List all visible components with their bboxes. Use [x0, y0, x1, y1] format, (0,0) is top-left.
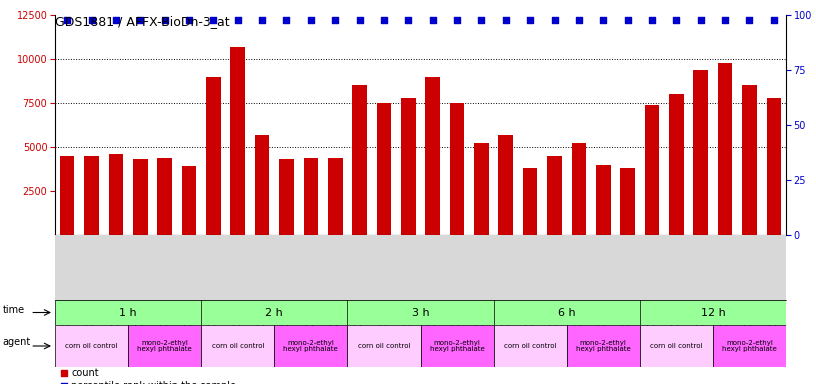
Bar	[202, 325, 274, 367]
Text: corn oil control: corn oil control	[504, 343, 557, 349]
Text: 3 h: 3 h	[412, 308, 429, 318]
Bar	[157, 157, 172, 235]
Text: mono-2-ethyl
hexyl phthalate: mono-2-ethyl hexyl phthalate	[722, 339, 777, 353]
Point	[719, 17, 732, 23]
Point	[694, 17, 707, 23]
Bar	[669, 94, 684, 235]
Point	[645, 17, 659, 23]
Bar	[328, 157, 343, 235]
Bar	[274, 325, 348, 367]
Point	[60, 17, 73, 23]
Bar	[766, 98, 781, 235]
Point	[494, 212, 507, 218]
Text: corn oil control: corn oil control	[65, 343, 118, 349]
Point	[280, 17, 293, 23]
Bar	[304, 157, 318, 235]
Point	[134, 17, 147, 23]
Bar	[128, 325, 202, 367]
Bar	[182, 166, 197, 235]
Point	[572, 17, 585, 23]
Point	[524, 17, 537, 23]
Point	[109, 17, 122, 23]
Text: 6 h: 6 h	[558, 308, 575, 318]
Bar	[548, 156, 562, 235]
Bar	[499, 135, 513, 235]
Bar	[84, 156, 99, 235]
Bar	[425, 76, 440, 235]
Bar	[596, 165, 610, 235]
Bar	[645, 105, 659, 235]
Text: GDS1881 / AFFX-BioDn-3_at: GDS1881 / AFFX-BioDn-3_at	[55, 15, 229, 28]
Text: corn oil control: corn oil control	[650, 343, 703, 349]
Point	[475, 17, 488, 23]
Text: corn oil control: corn oil control	[357, 343, 410, 349]
Point	[304, 17, 317, 23]
Point	[596, 17, 610, 23]
Point	[499, 17, 512, 23]
Text: mono-2-ethyl
hexyl phthalate: mono-2-ethyl hexyl phthalate	[137, 339, 192, 353]
Bar	[133, 159, 148, 235]
Bar	[640, 325, 713, 367]
Text: 12 h: 12 h	[700, 308, 725, 318]
Point	[621, 17, 634, 23]
Bar	[109, 154, 123, 235]
Point	[767, 17, 780, 23]
Point	[743, 17, 756, 23]
Point	[206, 17, 220, 23]
Point	[494, 332, 507, 338]
Bar	[353, 85, 367, 235]
Bar	[377, 103, 391, 235]
Point	[85, 17, 98, 23]
Bar	[742, 85, 756, 235]
Point	[255, 17, 268, 23]
Bar	[450, 103, 464, 235]
Text: corn oil control: corn oil control	[211, 343, 264, 349]
Text: 1 h: 1 h	[119, 308, 137, 318]
Point	[450, 17, 463, 23]
Bar	[401, 98, 415, 235]
Bar	[713, 325, 786, 367]
Point	[670, 17, 683, 23]
Point	[426, 17, 439, 23]
Bar	[230, 47, 245, 235]
Point	[329, 17, 342, 23]
Bar	[206, 76, 220, 235]
Bar	[474, 144, 489, 235]
Bar	[55, 325, 128, 367]
Text: agent: agent	[2, 337, 31, 347]
Point	[183, 17, 196, 23]
Text: 2 h: 2 h	[265, 308, 283, 318]
Bar	[60, 156, 74, 235]
Bar	[494, 325, 566, 367]
Text: mono-2-ethyl
hexyl phthalate: mono-2-ethyl hexyl phthalate	[283, 339, 338, 353]
Bar	[523, 168, 538, 235]
Bar	[255, 135, 269, 235]
Text: time: time	[2, 305, 24, 315]
Point	[548, 17, 561, 23]
Text: mono-2-ethyl
hexyl phthalate: mono-2-ethyl hexyl phthalate	[576, 339, 631, 353]
Bar	[620, 168, 635, 235]
Bar	[279, 159, 294, 235]
Point	[401, 17, 415, 23]
Bar	[420, 325, 494, 367]
Bar	[571, 144, 586, 235]
Bar	[718, 63, 733, 235]
Text: percentile rank within the sample: percentile rank within the sample	[71, 381, 236, 384]
Text: mono-2-ethyl
hexyl phthalate: mono-2-ethyl hexyl phthalate	[430, 339, 485, 353]
Point	[231, 17, 244, 23]
Bar	[694, 70, 708, 235]
Text: count: count	[71, 368, 99, 378]
Point	[353, 17, 366, 23]
Point	[158, 17, 171, 23]
Bar	[566, 325, 640, 367]
Bar	[348, 325, 420, 367]
Point	[378, 17, 391, 23]
